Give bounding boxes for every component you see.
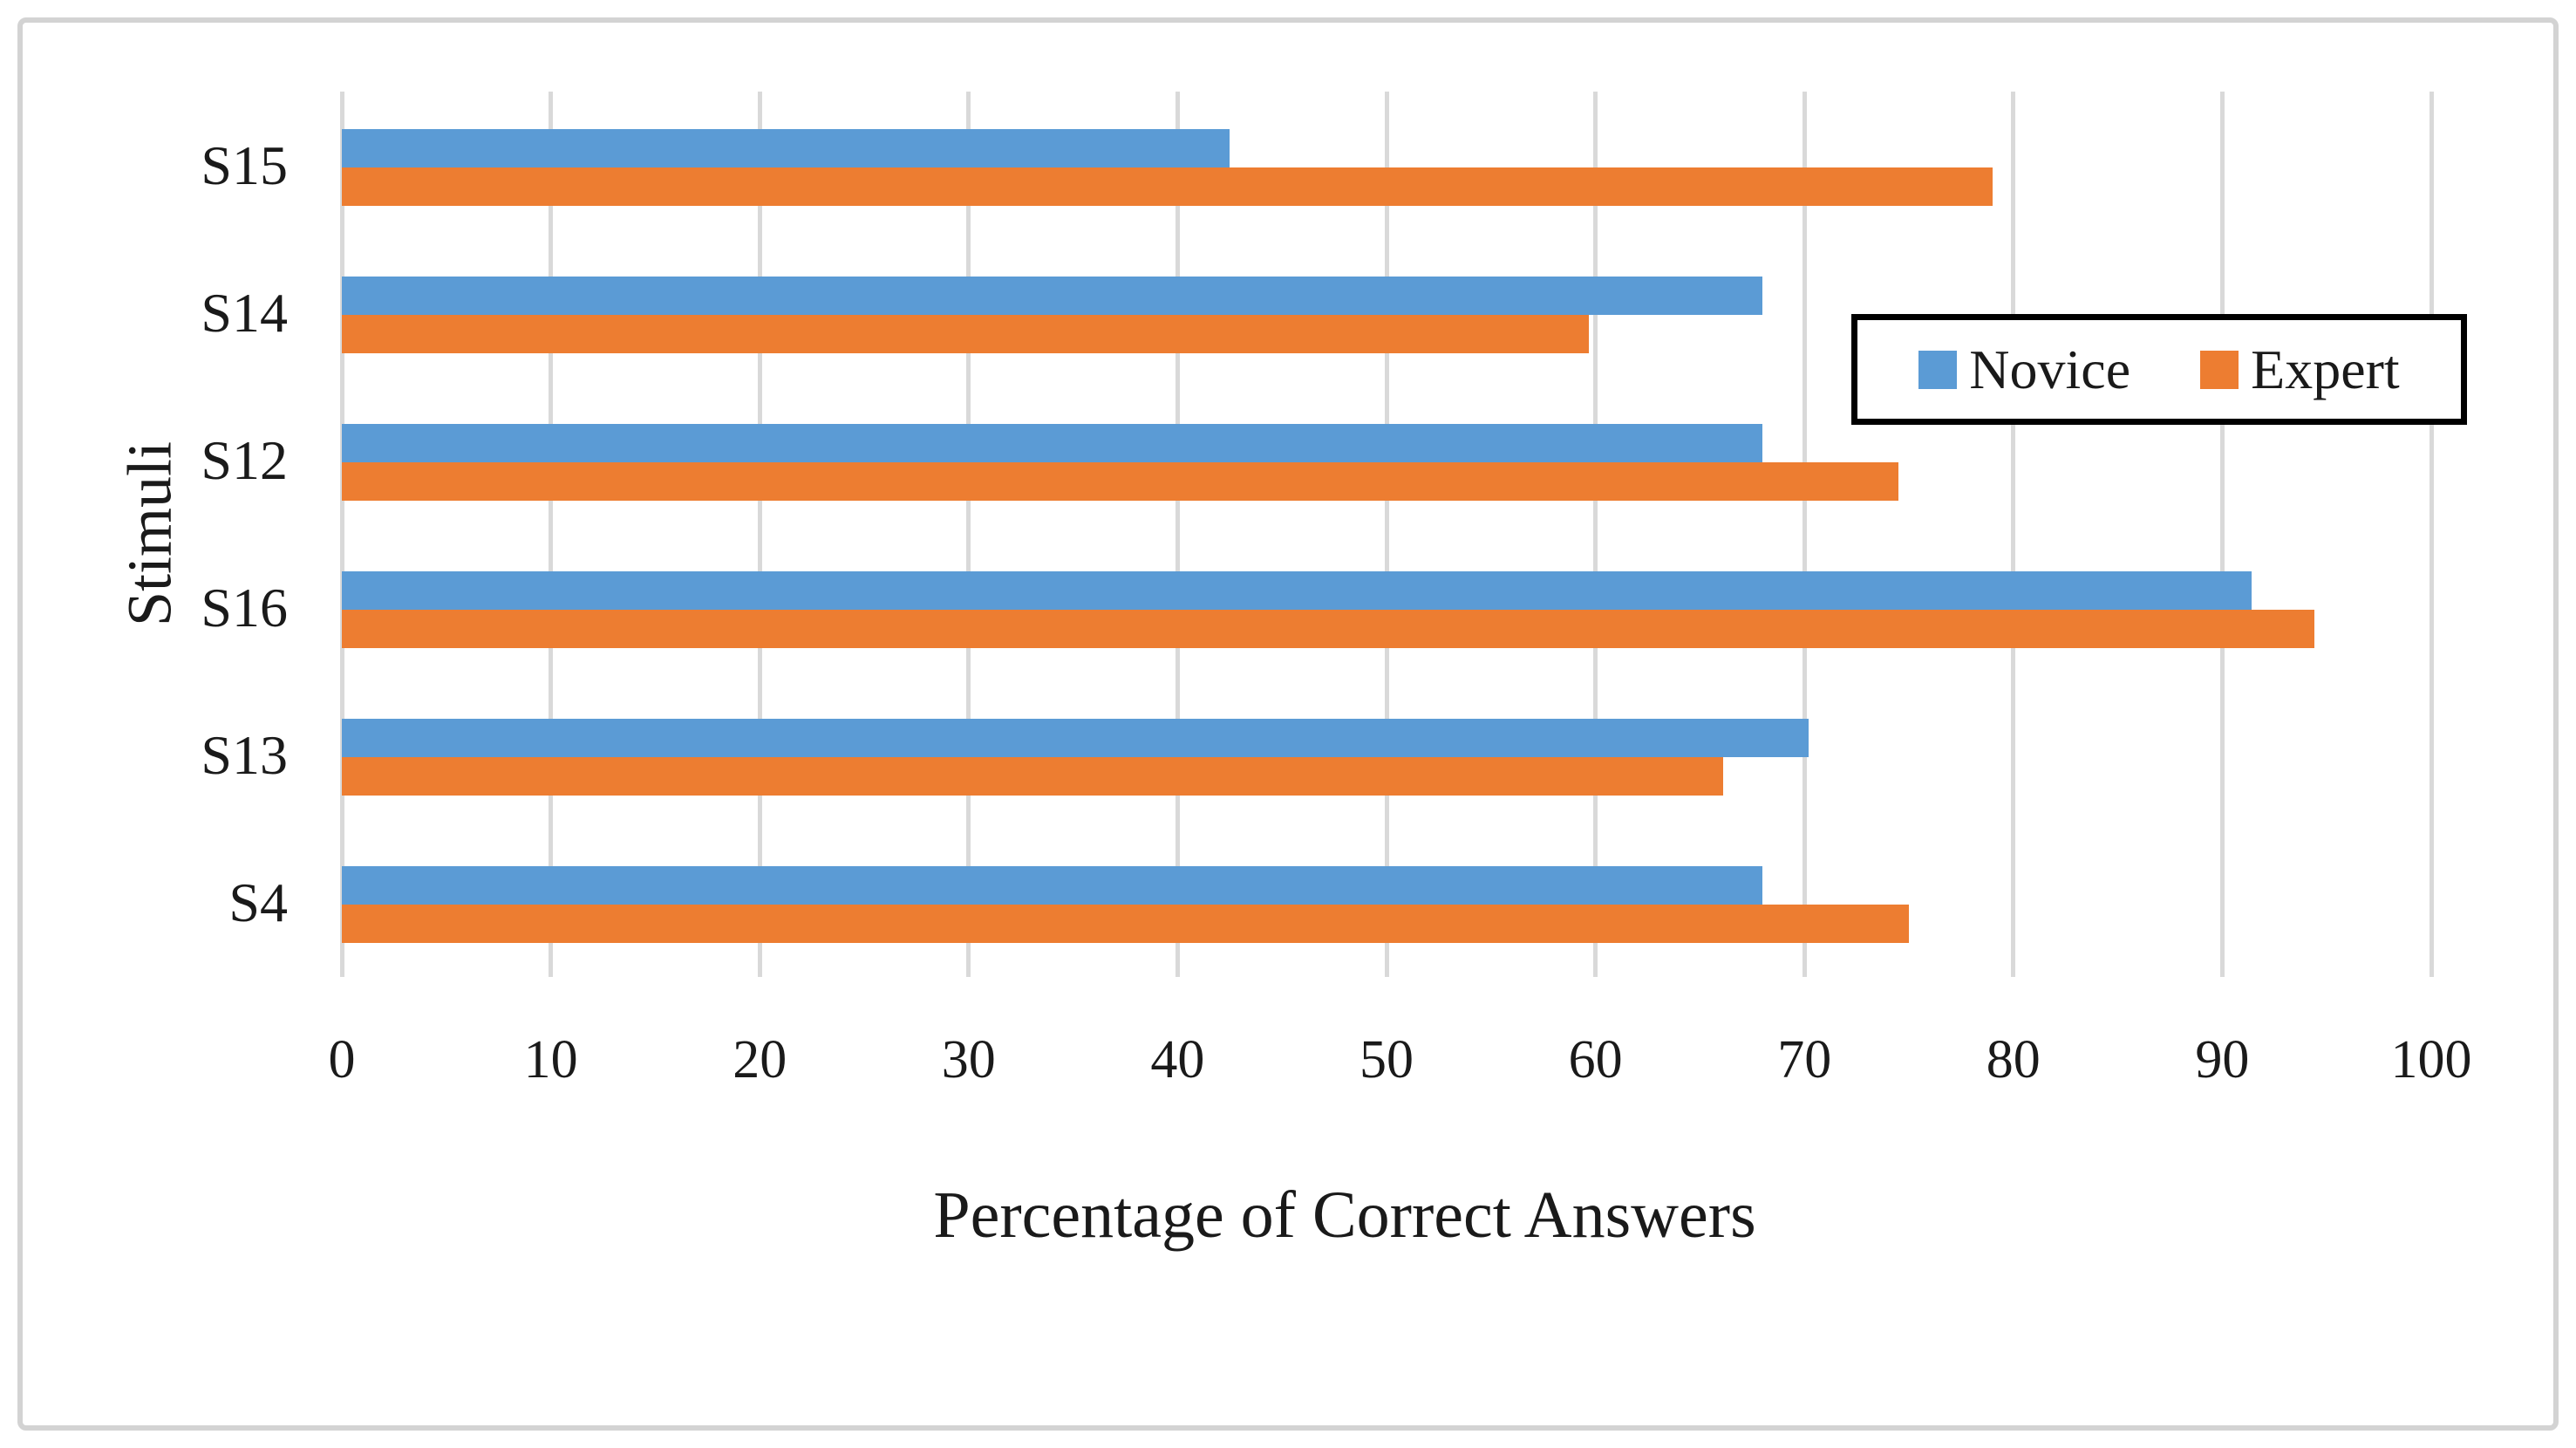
bar-s4-novice xyxy=(342,866,1763,905)
y-tick-label-s12: S12 xyxy=(201,428,288,491)
novice-swatch-icon xyxy=(1918,350,1958,389)
gridline-x-40 xyxy=(1175,92,1180,977)
gridline-x-0 xyxy=(339,92,344,977)
gridline-x-10 xyxy=(549,92,554,977)
bar-s4-expert xyxy=(342,905,1909,944)
legend-entry-expert: Expert xyxy=(2200,338,2400,400)
gridline-x-60 xyxy=(1593,92,1598,977)
bar-s15-expert xyxy=(342,167,1993,206)
x-tick-label-20: 20 xyxy=(733,1030,787,1089)
x-tick-label-30: 30 xyxy=(941,1030,996,1089)
x-tick-label-10: 10 xyxy=(523,1030,578,1089)
y-tick-label-s16: S16 xyxy=(201,577,288,639)
gridline-x-80 xyxy=(2011,92,2016,977)
gridline-x-50 xyxy=(1384,92,1389,977)
bar-s14-expert xyxy=(342,314,1590,353)
y-tick-label-s14: S14 xyxy=(201,281,288,344)
x-tick-label-0: 0 xyxy=(328,1030,356,1089)
x-tick-label-40: 40 xyxy=(1150,1030,1205,1089)
bar-s13-expert xyxy=(342,757,1723,796)
legend-label-novice: Novice xyxy=(1969,338,2131,400)
bar-s12-novice xyxy=(342,423,1763,462)
expert-swatch-icon xyxy=(2200,350,2239,389)
legend-entry-novice: Novice xyxy=(1918,338,2131,400)
gridline-x-90 xyxy=(2219,92,2225,977)
x-tick-label-70: 70 xyxy=(1777,1030,1832,1089)
bar-s12-expert xyxy=(342,461,1899,501)
bar-s13-novice xyxy=(342,719,1809,758)
gridline-x-20 xyxy=(757,92,762,977)
x-tick-label-90: 90 xyxy=(2195,1030,2250,1089)
bar-s14-novice xyxy=(342,276,1763,315)
legend-label-expert: Expert xyxy=(2251,338,2400,400)
plot-area xyxy=(339,92,2434,977)
x-tick-label-50: 50 xyxy=(1360,1030,1414,1089)
legend: Novice Expert xyxy=(1851,314,2467,425)
gridline-x-100 xyxy=(2429,92,2434,977)
y-tick-label-s4: S4 xyxy=(228,871,288,934)
x-tick-label-60: 60 xyxy=(1568,1030,1623,1089)
gridline-x-70 xyxy=(1802,92,1807,977)
x-tick-label-100: 100 xyxy=(2390,1030,2472,1089)
gridline-x-30 xyxy=(966,92,971,977)
y-tick-label-s13: S13 xyxy=(201,724,288,787)
y-axis-title: Stimuli xyxy=(114,441,185,627)
x-axis-title: Percentage of Correct Answers xyxy=(933,1178,1756,1252)
bar-s15-novice xyxy=(342,128,1230,167)
x-tick-label-80: 80 xyxy=(1986,1030,2041,1089)
bar-s16-novice xyxy=(342,571,2252,611)
y-tick-label-s15: S15 xyxy=(201,133,288,196)
bar-s16-expert xyxy=(342,610,2314,649)
